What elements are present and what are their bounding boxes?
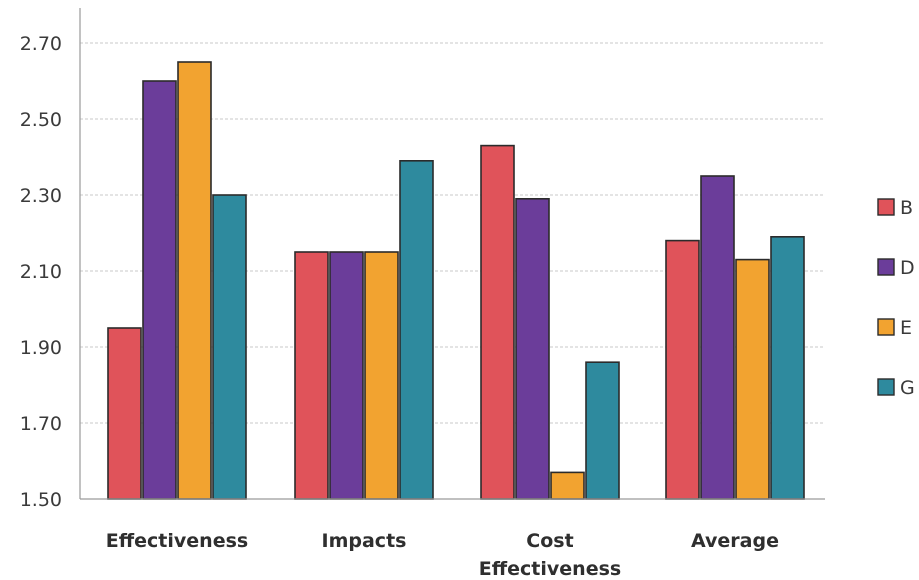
x-category-label: Impacts <box>322 530 407 552</box>
legend-label-e: E <box>900 317 912 339</box>
bar-g <box>212 194 247 500</box>
y-tick-label: 1.90 <box>20 337 62 359</box>
y-tick-label: 1.50 <box>20 489 62 511</box>
bar-e <box>364 251 399 500</box>
bar-e <box>177 61 212 500</box>
bar-d <box>700 175 735 500</box>
y-tick-label: 2.30 <box>20 185 62 207</box>
y-axis-tick-labels: 1.50 1.70 1.90 2.10 2.30 2.50 2.70 <box>20 33 62 511</box>
y-tick-label: 2.70 <box>20 33 62 55</box>
x-axis-category-labels: Effectiveness Impacts Cost Effectiveness Ave… <box>106 530 779 580</box>
bar-d <box>515 198 550 500</box>
axes <box>79 8 825 500</box>
bar-e <box>735 258 770 500</box>
bar-e <box>550 471 585 500</box>
bar-b <box>294 251 329 500</box>
bar-b <box>665 239 700 500</box>
x-category-label: Effectiveness <box>106 530 248 552</box>
bars <box>107 61 805 500</box>
legend-swatch-g <box>877 378 895 396</box>
bar-g <box>399 160 434 500</box>
legend-swatch-b <box>877 198 895 216</box>
legend-label-d: D <box>900 257 915 279</box>
bar-b <box>107 327 142 500</box>
y-tick-label: 2.10 <box>20 261 62 283</box>
x-category-label: Cost <box>526 530 573 552</box>
legend-label-g: G <box>900 377 915 399</box>
legend: B D E G <box>877 197 915 399</box>
bar-d <box>142 80 177 500</box>
legend-swatch-d <box>877 258 895 276</box>
bar-g <box>770 236 805 500</box>
x-category-label: Average <box>691 530 779 552</box>
y-tick-label: 1.70 <box>20 413 62 435</box>
legend-swatch-e <box>877 318 895 336</box>
x-category-label: Effectiveness <box>479 558 621 580</box>
bar-g <box>585 361 620 500</box>
bar-d <box>329 251 364 500</box>
legend-label-b: B <box>900 197 913 219</box>
y-tick-label: 2.50 <box>20 109 62 131</box>
bar-b <box>480 144 515 500</box>
